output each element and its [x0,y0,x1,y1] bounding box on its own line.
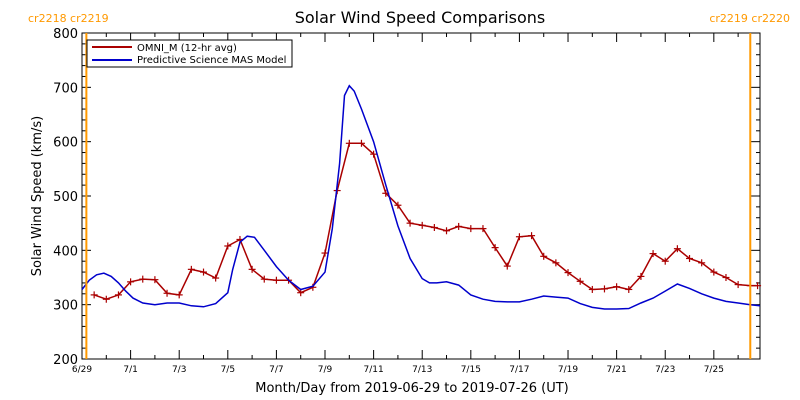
data-point [224,242,232,250]
data-point [321,249,329,257]
data-point [345,139,353,147]
legend-label-omni: OMNI_M (12-hr avg) [137,43,237,54]
data-point [272,276,280,284]
data-point [649,250,657,258]
rotation-label-left: cr2218 cr2219 [28,12,109,25]
data-point [686,254,694,262]
x-tick-label: 7/13 [412,365,432,375]
legend-box [86,39,293,68]
y-tick-label: 400 [53,244,78,259]
data-point [540,252,548,260]
y-tick-label: 200 [53,353,78,368]
data-point [528,232,536,240]
data-point [698,259,706,267]
data-point [163,289,171,297]
data-point [406,219,414,227]
x-tick-label: 7/17 [509,365,529,375]
legend-label-mas: Predictive Science MAS Model [137,55,286,66]
y-tick-label: 600 [53,136,78,151]
carrington-rotation-markers [85,33,752,359]
y-tick-label: 500 [53,190,78,205]
data-point [625,285,633,293]
data-point [90,291,98,299]
data-point [187,265,195,273]
x-tick-label: 6/29 [72,365,92,375]
data-point [297,289,305,297]
data-point [357,139,365,147]
data-point [430,224,438,232]
x-tick-label: 7/11 [364,365,384,375]
data-point [600,285,608,293]
data-point [139,275,147,283]
data-point [394,201,402,209]
x-tick-label: 7/1 [123,365,137,375]
data-point [212,274,220,282]
data-point [479,225,487,233]
x-tick-label: 7/7 [269,365,283,375]
data-point [722,274,730,281]
data-point [370,150,378,158]
data-point [200,268,208,276]
data-point [661,257,669,265]
x-tick-label: 7/19 [558,365,578,375]
data-point [754,282,762,290]
data-point [552,259,560,267]
data-point [491,244,499,252]
data-point [248,265,256,273]
data-point [260,275,268,283]
data-point [175,291,183,299]
data-point [455,222,463,230]
data-point [418,221,426,229]
series-layer [81,84,762,310]
plot-axes: 200 300 400 500 600 700 800 6/29 7/1 7/3 7/5 7/7 7/9… [53,27,761,375]
series-line-0 [93,142,758,300]
y-axis-label: Solar Wind Speed (km/s) [30,116,45,276]
x-tick-label: 7/5 [221,365,235,375]
chart-title: Solar Wind Speed Comparisons [295,8,546,27]
data-point [673,245,681,253]
x-tick-label: 7/25 [704,365,724,375]
x-tick-label: 7/15 [461,365,481,375]
data-point [576,277,584,285]
data-point [515,233,523,241]
data-point [443,227,451,235]
x-tick-label: 7/3 [172,365,186,375]
data-point [151,276,159,284]
x-tick-label: 7/23 [655,365,675,375]
x-axis-label: Month/Day from 2019-06-29 to 2019-07-26 … [255,381,568,396]
x-tick-label: 7/21 [607,365,627,375]
data-point [588,285,596,293]
y-tick-label: 800 [53,27,78,42]
data-point [467,225,475,233]
plot-frame [81,32,761,360]
data-point [564,269,572,277]
data-point [710,268,718,276]
data-point [637,272,645,280]
y-tick-label: 300 [53,299,78,314]
data-point [613,283,621,291]
data-point [102,295,110,303]
legend: OMNI_M (12-hr avg) Predictive Science MA… [86,39,293,68]
data-point [734,281,742,289]
rotation-label-right: cr2219 cr2220 [709,12,790,25]
series-line-1 [81,84,761,310]
data-point [114,291,122,299]
data-point [503,262,511,270]
data-point [127,278,135,286]
x-tick-label: 7/9 [318,365,333,375]
y-tick-label: 700 [53,81,78,96]
